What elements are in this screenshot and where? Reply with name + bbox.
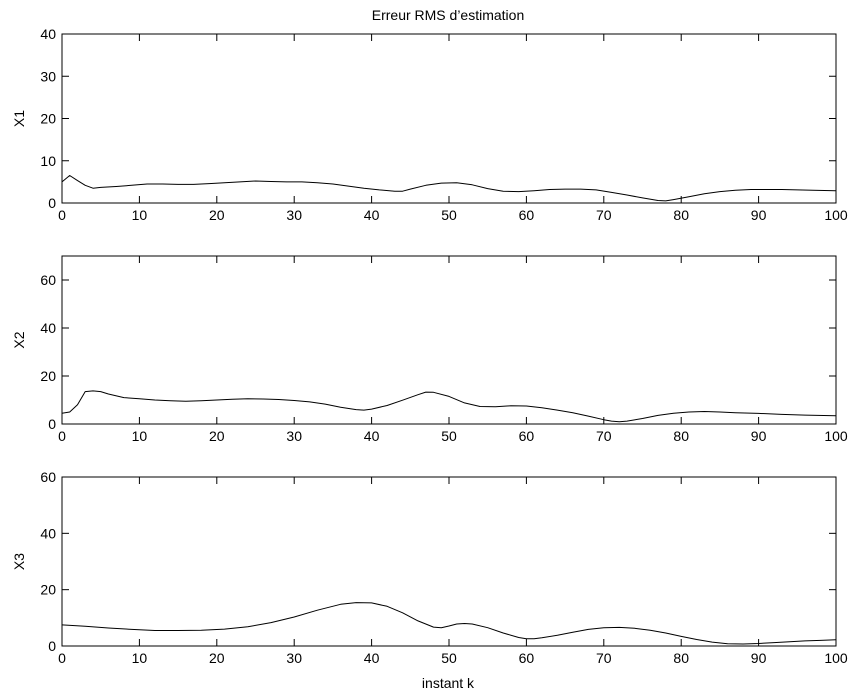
y-axis-label: X3 [11,553,27,570]
y-tick-label: 20 [40,582,56,598]
x-tick-label: 50 [441,650,457,666]
figure-title: Erreur RMS d’estimation [372,7,525,23]
x-tick-label: 90 [751,428,767,444]
x-tick-label: 30 [286,207,302,223]
series-line [61,602,837,645]
x-tick-label: 80 [673,650,689,666]
x-tick-label: 80 [673,428,689,444]
y-axis-label: X1 [11,110,27,127]
x-tick-label: 20 [209,650,225,666]
y-axis-label: X2 [11,331,27,348]
x-tick-label: 90 [751,650,767,666]
x-tick-label: 100 [824,428,848,444]
subplot-1: 0 10 20 30 40 50 60 70 80 90 100 0 10 20 30 40 X1 [11,26,848,223]
x-axis-label: instant k [422,675,475,691]
x-tick-label: 40 [364,650,380,666]
series-line [61,390,837,423]
x-tick-label: 70 [596,428,612,444]
x-tick-label: 40 [364,207,380,223]
subplot-2: 0 10 20 30 40 50 60 70 80 90 100 0 20 40 60 X2 [11,255,848,444]
y-tick-label: 0 [48,195,56,211]
y-tick-label: 60 [40,272,56,288]
y-tick-label: 10 [40,153,56,169]
plot-frame [61,33,837,204]
y-tick-label: 0 [48,416,56,432]
x-tick-label: 60 [519,650,535,666]
plot-frame [61,476,837,647]
x-tick-label: 100 [824,650,848,666]
x-tick-label: 0 [58,650,66,666]
y-tick-label: 0 [48,638,56,654]
x-tick-label: 70 [596,650,612,666]
x-tick-label: 20 [209,428,225,444]
y-tick-label: 40 [40,26,56,42]
series-line [61,175,837,202]
y-tick-label: 60 [40,469,56,485]
x-tick-label: 40 [364,428,380,444]
x-tick-label: 10 [132,207,148,223]
y-tick-label: 40 [40,320,56,336]
x-tick-label: 100 [824,207,848,223]
x-tick-label: 10 [132,650,148,666]
x-tick-label: 30 [286,428,302,444]
x-tick-label: 70 [596,207,612,223]
x-tick-label: 30 [286,650,302,666]
x-tick-label: 50 [441,428,457,444]
y-tick-label: 20 [40,111,56,127]
x-tick-label: 10 [132,428,148,444]
x-tick-label: 80 [673,207,689,223]
x-tick-label: 90 [751,207,767,223]
x-tick-label: 50 [441,207,457,223]
y-tick-label: 30 [40,68,56,84]
x-tick-label: 0 [58,207,66,223]
x-tick-label: 20 [209,207,225,223]
y-tick-label: 20 [40,368,56,384]
subplot-3: 0 10 20 30 40 50 60 70 80 90 100 0 20 40 60 X3 [11,469,848,666]
x-tick-label: 60 [519,207,535,223]
y-tick-label: 40 [40,525,56,541]
plot-frame [61,255,837,425]
x-tick-label: 60 [519,428,535,444]
x-tick-label: 0 [58,428,66,444]
